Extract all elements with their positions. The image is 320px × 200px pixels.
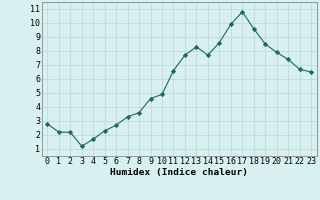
- X-axis label: Humidex (Indice chaleur): Humidex (Indice chaleur): [110, 168, 248, 177]
